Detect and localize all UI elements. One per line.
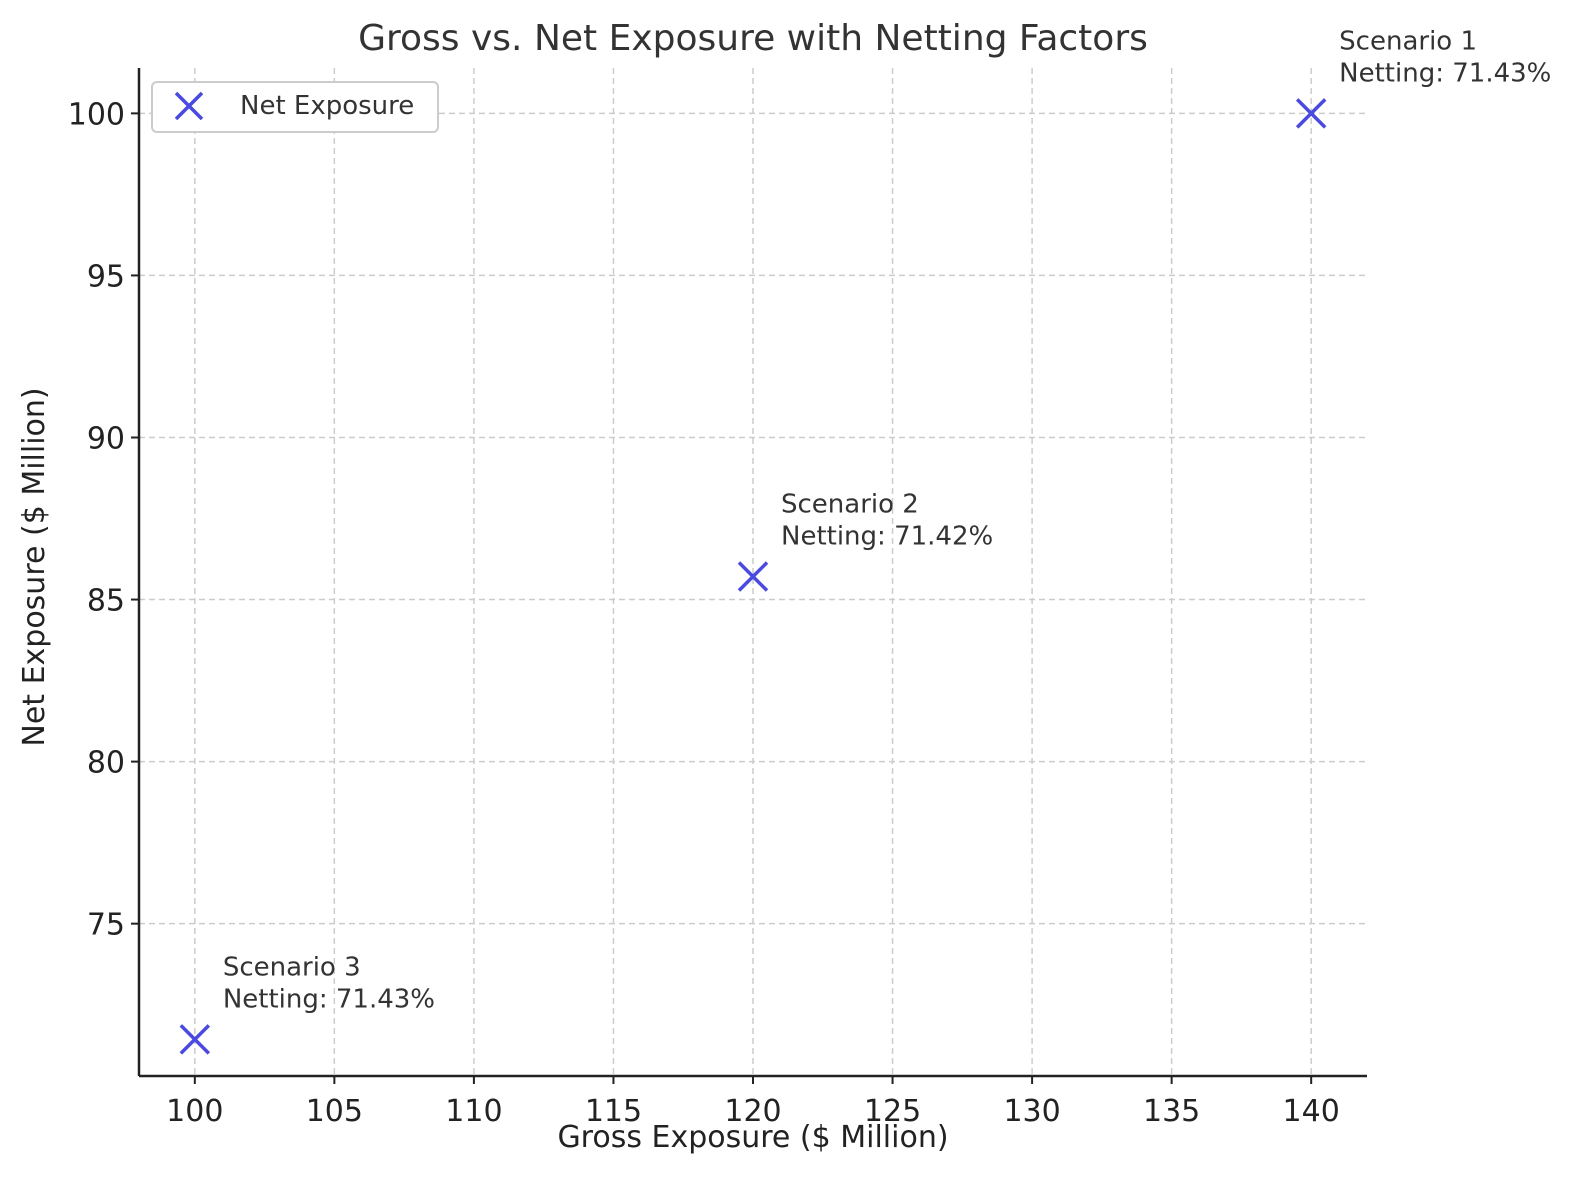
y-tick-label: 95 (87, 259, 125, 294)
point-annotation: Scenario 3 Netting: 71.43% (223, 952, 435, 1014)
point-annotation: Scenario 1 Netting: 71.43% (1339, 26, 1551, 88)
x-axis-label: Gross Exposure ($ Million) (557, 1120, 948, 1155)
y-tick-label: 75 (87, 908, 125, 943)
y-tick-label: 90 (87, 421, 125, 456)
x-tick-label: 105 (306, 1094, 363, 1129)
legend-marker-x (174, 91, 204, 121)
legend-box (151, 81, 439, 133)
x-tick-label: 110 (445, 1094, 502, 1129)
point-annotation: Scenario 2 Netting: 71.42% (781, 490, 993, 552)
legend: Net Exposure (151, 81, 439, 133)
legend-x-icon (174, 91, 204, 121)
chart-title: Gross vs. Net Exposure with Netting Fact… (358, 18, 1148, 59)
points-layer: Scenario 1 Netting: 71.43%Scenario 2 Netti… (179, 26, 1551, 1055)
x-tick-label: 115 (585, 1094, 642, 1129)
y-tick-label: 80 (87, 746, 125, 781)
y-tick-label: 85 (87, 584, 125, 619)
y-axis-label: Net Exposure ($ Million) (17, 387, 52, 746)
x-tick-label: 140 (1283, 1094, 1340, 1129)
annotation-netting: Netting: 71.43% (1339, 58, 1551, 88)
x-tick-label: 100 (166, 1094, 223, 1129)
grid-layer (139, 68, 1367, 1076)
legend-label: Net Exposure (240, 91, 414, 121)
annotation-scenario: Scenario 2 (781, 490, 919, 520)
x-tick-label: 120 (724, 1094, 781, 1129)
data-point-marker (179, 1024, 211, 1055)
annotation-scenario: Scenario 3 (223, 952, 361, 982)
x-tick-label: 125 (864, 1094, 921, 1129)
x-tick-label: 135 (1143, 1094, 1200, 1129)
annotation-netting: Netting: 71.43% (223, 984, 435, 1014)
data-point-marker (1295, 98, 1327, 129)
y-tick-label: 100 (68, 97, 125, 132)
axes-layer: 100 105 110 115 120 125 130 135 140 75 80 85 90 95 100 (68, 68, 1367, 1129)
x-tick-label: 130 (1003, 1094, 1060, 1129)
data-point-marker (737, 561, 769, 592)
annotation-scenario: Scenario 1 (1339, 26, 1477, 56)
annotation-netting: Netting: 71.42% (781, 522, 993, 552)
